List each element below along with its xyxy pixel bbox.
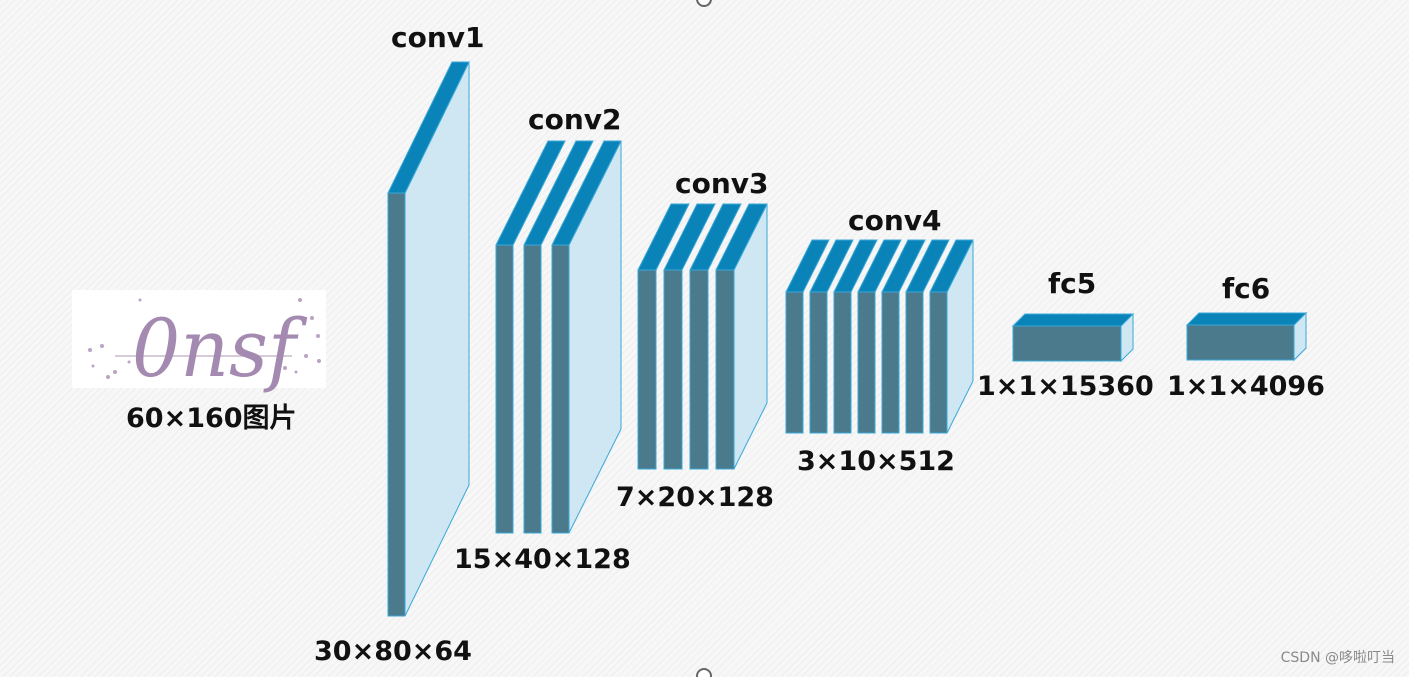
conv4-front-face-3 [857, 291, 876, 434]
layer-title-conv1: conv1 [391, 21, 485, 54]
conv3-front-face-2 [689, 269, 709, 470]
input-image: 0nsf [72, 290, 326, 395]
input-label: 60×160图片 [126, 403, 297, 434]
conv4-front-face-6 [929, 291, 948, 434]
conv3-front-face-0 [637, 269, 657, 470]
layer-dims-conv2: 15×40×128 [454, 544, 631, 575]
noise-dots [88, 298, 321, 379]
conv4-front-face-2 [833, 291, 852, 434]
fc6-top-face-0 [1185, 312, 1308, 326]
layer-dims-fc5: 1×1×15360 [977, 371, 1154, 402]
layer-title-conv4: conv4 [848, 204, 942, 237]
conv2-front-face-1 [523, 244, 542, 534]
watermark: CSDN @哆啦叮当 [1280, 650, 1395, 666]
layer-title-conv2: conv2 [528, 103, 622, 136]
layer-title-fc5: fc5 [1048, 267, 1097, 300]
handle-bottom[interactable] [696, 668, 712, 677]
conv2-front-face-2 [551, 244, 570, 534]
conv1-front-face-0 [387, 192, 406, 617]
conv4-front-face-5 [905, 291, 924, 434]
conv4-front-face-0 [785, 291, 804, 434]
fc6-front-face-0 [1186, 324, 1295, 361]
fc5-front-face-0 [1012, 325, 1122, 362]
layer-blocks [387, 61, 1308, 617]
layer-dims-conv4: 3×10×512 [797, 446, 955, 477]
conv4-front-face-4 [881, 291, 900, 434]
fc5-top-face-0 [1011, 313, 1135, 327]
layer-dims-conv3: 7×20×128 [616, 482, 774, 513]
input-sample-text: 0nsf [132, 302, 308, 395]
layer-dims-fc6: 1×1×4096 [1167, 371, 1325, 402]
conv3-front-face-3 [715, 269, 735, 470]
conv3-front-face-1 [663, 269, 683, 470]
layer-dims-conv1: 30×80×64 [314, 636, 472, 667]
layer-title-fc6: fc6 [1222, 272, 1271, 305]
layer-title-conv3: conv3 [675, 167, 769, 200]
conv4-front-face-1 [809, 291, 828, 434]
conv2-front-face-0 [495, 244, 514, 534]
